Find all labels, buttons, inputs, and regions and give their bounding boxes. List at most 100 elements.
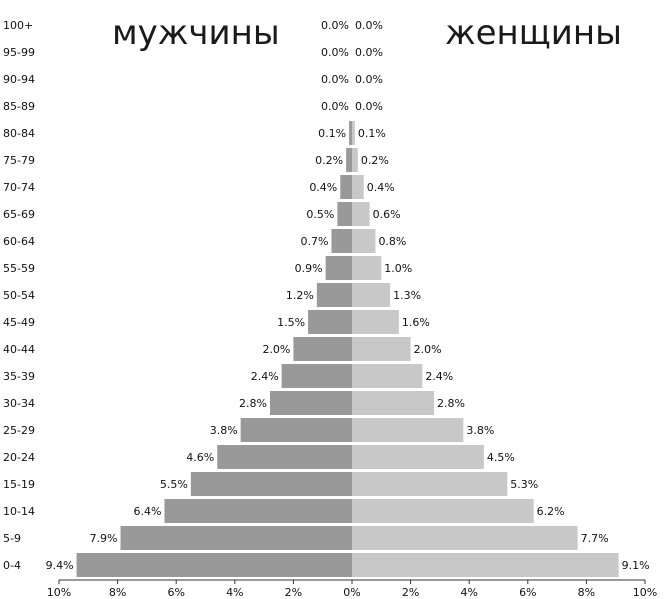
female-value-label: 0.0% <box>355 19 383 32</box>
age-label: 85-89 <box>3 100 35 113</box>
female-value-label: 0.0% <box>355 46 383 59</box>
bars-group: 100+ 0.0% 0.0% 95-99 0.0% 0.0% 90-94 0.0% 0.0% 85… <box>3 19 650 577</box>
age-label: 55-59 <box>3 262 35 275</box>
female-value-label: 5.3% <box>510 478 538 491</box>
female-value-label: 0.2% <box>361 154 389 167</box>
female-value-label: 7.7% <box>581 532 609 545</box>
male-bar <box>325 256 352 280</box>
male-value-label: 0.1% <box>318 127 346 140</box>
x-tick-label: 2% <box>285 586 302 599</box>
male-bar <box>269 391 352 415</box>
female-bar <box>352 148 358 172</box>
male-value-label: 0.7% <box>301 235 329 248</box>
female-value-label: 2.8% <box>437 397 465 410</box>
male-value-label: 2.0% <box>262 343 290 356</box>
female-value-label: 2.4% <box>425 370 453 383</box>
age-label: 70-74 <box>3 181 35 194</box>
female-bar <box>352 175 364 199</box>
male-bar <box>76 553 352 577</box>
male-value-label: 2.4% <box>251 370 279 383</box>
age-label: 60-64 <box>3 235 35 248</box>
male-bar <box>293 337 352 361</box>
age-label: 80-84 <box>3 127 35 140</box>
x-tick-label: 4% <box>226 586 243 599</box>
x-tick-label: 10% <box>47 586 71 599</box>
male-bar <box>340 175 352 199</box>
female-value-label: 3.8% <box>466 424 494 437</box>
female-bar <box>352 445 484 469</box>
age-label: 100+ <box>3 19 33 32</box>
female-bar <box>352 364 423 388</box>
female-value-label: 0.0% <box>355 73 383 86</box>
male-bar <box>346 148 352 172</box>
age-label: 50-54 <box>3 289 35 302</box>
male-bar <box>217 445 352 469</box>
female-bar <box>352 418 464 442</box>
female-value-label: 1.6% <box>402 316 430 329</box>
male-value-label: 3.8% <box>210 424 238 437</box>
age-label: 20-24 <box>3 451 35 464</box>
age-label: 40-44 <box>3 343 35 356</box>
female-value-label: 0.1% <box>358 127 386 140</box>
male-bar <box>240 418 352 442</box>
female-value-label: 0.8% <box>378 235 406 248</box>
x-tick-label: 6% <box>519 586 536 599</box>
female-bar <box>352 121 355 145</box>
x-tick-label: 2% <box>402 586 419 599</box>
female-value-label: 2.0% <box>414 343 442 356</box>
female-value-label: 4.5% <box>487 451 515 464</box>
male-value-label: 1.2% <box>286 289 314 302</box>
female-bar <box>352 499 534 523</box>
female-bar <box>352 283 391 307</box>
female-bar <box>352 472 508 496</box>
male-value-label: 0.9% <box>295 262 323 275</box>
male-bar <box>164 499 352 523</box>
male-value-label: 5.5% <box>160 478 188 491</box>
male-value-label: 0.5% <box>306 208 334 221</box>
female-bar <box>352 391 435 415</box>
female-bar <box>352 229 376 253</box>
male-bar <box>281 364 352 388</box>
age-label: 65-69 <box>3 208 35 221</box>
male-bar <box>308 310 352 334</box>
age-label: 90-94 <box>3 73 35 86</box>
age-label: 10-14 <box>3 505 35 518</box>
male-value-label: 0.2% <box>315 154 343 167</box>
female-bar <box>352 553 619 577</box>
female-bar <box>352 526 578 550</box>
age-label: 95-99 <box>3 46 35 59</box>
age-label: 15-19 <box>3 478 35 491</box>
male-value-label: 9.4% <box>46 559 74 572</box>
female-value-label: 0.0% <box>355 100 383 113</box>
male-value-label: 0.4% <box>309 181 337 194</box>
male-value-label: 0.0% <box>321 19 349 32</box>
female-value-label: 6.2% <box>537 505 565 518</box>
male-value-label: 0.0% <box>321 46 349 59</box>
x-tick-label: 6% <box>167 586 184 599</box>
male-value-label: 4.6% <box>186 451 214 464</box>
x-axis: 10% 8% 6% 4% 2% 0% 2% 4% 6% 8% 10% <box>47 579 657 599</box>
female-value-label: 0.6% <box>373 208 401 221</box>
female-value-label: 0.4% <box>367 181 395 194</box>
x-tick-label: 0% <box>343 586 360 599</box>
male-value-label: 7.9% <box>90 532 118 545</box>
male-bar <box>190 472 352 496</box>
male-bar <box>337 202 352 226</box>
age-label: 35-39 <box>3 370 35 383</box>
male-value-label: 0.0% <box>321 73 349 86</box>
male-bar <box>349 121 352 145</box>
age-label: 0-4 <box>3 559 21 572</box>
male-bar <box>120 526 352 550</box>
x-tick-label: 8% <box>578 586 595 599</box>
male-value-label: 1.5% <box>277 316 305 329</box>
x-tick-label: 4% <box>460 586 477 599</box>
female-bar <box>352 337 411 361</box>
age-label: 5-9 <box>3 532 21 545</box>
female-bar <box>352 256 382 280</box>
male-bar <box>331 229 352 253</box>
age-label: 75-79 <box>3 154 35 167</box>
age-label: 30-34 <box>3 397 35 410</box>
female-value-label: 9.1% <box>622 559 650 572</box>
x-tick-label: 10% <box>633 586 657 599</box>
